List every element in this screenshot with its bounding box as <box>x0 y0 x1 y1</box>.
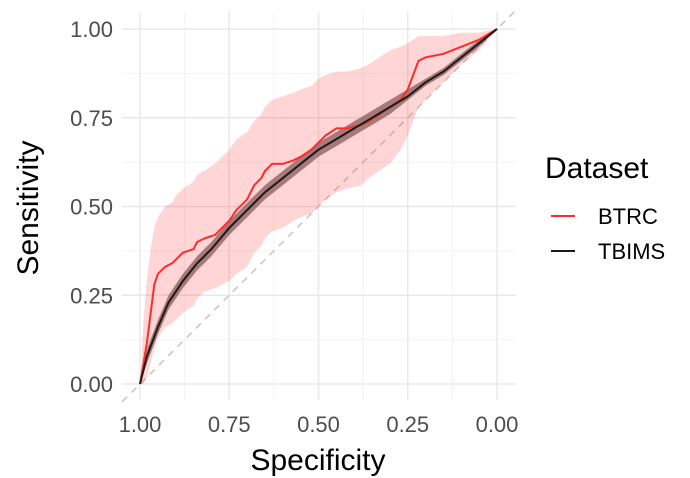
x-tick-labels: 1.00 0.75 0.50 0.25 0.00 <box>119 412 519 437</box>
y-tick-label: 0.75 <box>70 106 113 131</box>
x-tick-label: 0.50 <box>297 412 340 437</box>
legend-title: Dataset <box>545 152 649 185</box>
x-tick-label: 0.00 <box>476 412 519 437</box>
y-tick-label: 1.00 <box>70 17 113 42</box>
x-tick-label: 0.75 <box>208 412 251 437</box>
series-line-tbims <box>139 28 498 385</box>
series-line-btrc <box>139 28 498 385</box>
x-tick-label: 0.25 <box>386 412 429 437</box>
x-tick-label: 1.00 <box>119 412 162 437</box>
legend-label-btrc: BTRC <box>598 204 658 229</box>
y-tick-label: 0.00 <box>70 372 113 397</box>
legend-label-tbims: TBIMS <box>598 239 665 264</box>
legend: Dataset BTRC TBIMS <box>545 152 665 264</box>
y-tick-label: 0.25 <box>70 283 113 308</box>
confidence-bands <box>140 29 497 384</box>
series-lines <box>139 28 498 385</box>
reference-line <box>121 10 516 403</box>
ci-band-btrc <box>140 29 497 384</box>
y-tick-label: 0.50 <box>70 195 113 220</box>
x-axis-title: Specificity <box>250 444 385 477</box>
y-axis-title: Sensitivity <box>12 140 45 275</box>
reference-diagonal <box>121 10 516 403</box>
y-tick-labels: 0.00 0.25 0.50 0.75 1.00 <box>70 17 113 397</box>
